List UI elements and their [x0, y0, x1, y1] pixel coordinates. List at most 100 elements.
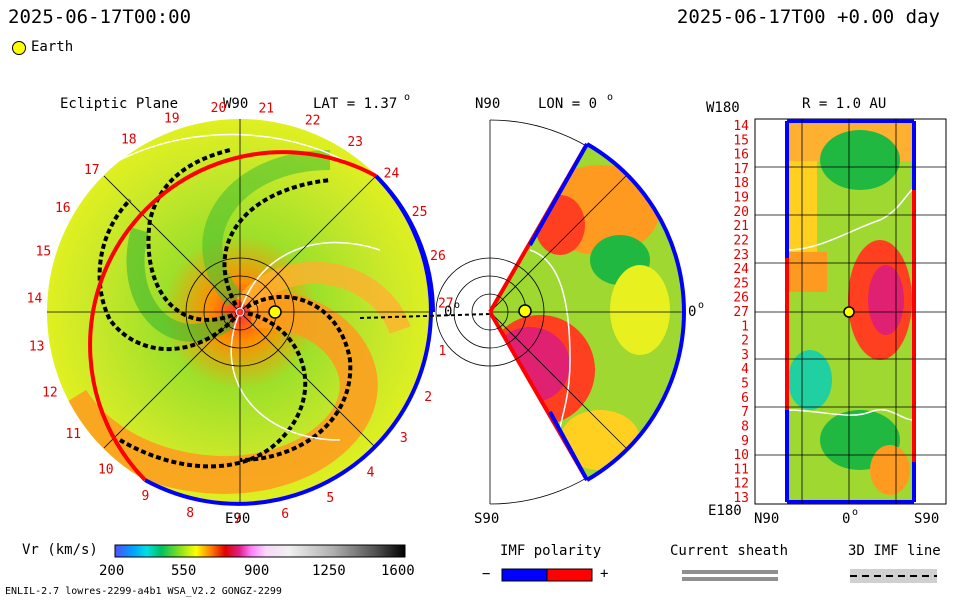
carrington-label: 17	[84, 163, 100, 178]
carrington-label: 1	[438, 344, 446, 359]
rsphere-y-label: 21	[733, 219, 749, 234]
carrington-label: 12	[42, 385, 58, 400]
rsphere-x-label-s90: S90	[914, 511, 940, 527]
carrington-label: 23	[347, 135, 363, 150]
rsphere-y-label: 3	[741, 348, 749, 363]
lon-degree-mark: o	[607, 92, 614, 103]
rsphere-y-labels: 1415161718192021222324252627123456789101…	[733, 119, 749, 506]
rsphere-zero-degree-mark: o	[852, 507, 859, 518]
rsphere-y-label: 19	[733, 191, 749, 206]
carrington-labels: 20 21222324252627123456789101112131415161…	[27, 101, 454, 527]
rsphere-y-label: 6	[741, 391, 749, 406]
carrington-label: 10	[98, 462, 114, 477]
rsphere-x-label-0: 0	[842, 511, 851, 527]
ecliptic-top-label: W90	[223, 96, 249, 112]
imf-line-swatch	[850, 569, 937, 583]
rsphere-y-label: 12	[733, 477, 749, 492]
carrington-label: 15	[36, 245, 52, 260]
rsphere-y-label: 1	[741, 319, 749, 334]
model-info: ENLIL-2.7 lowres-2299-a4b1 WSA_V2.2 GONG…	[5, 586, 282, 597]
colorbar-tick-900: 900	[244, 563, 270, 579]
rsphere-y-label: 17	[733, 162, 749, 177]
imf-polarity-title: IMF polarity	[500, 543, 602, 559]
lat-label: LAT = 1.37	[313, 96, 398, 112]
carrington-label: 5	[326, 491, 334, 506]
timestamp-left: 2025-06-17T00:00	[8, 6, 192, 28]
carrington-label: 2	[424, 390, 432, 405]
meridional-zero-degree-mark: o	[698, 300, 705, 311]
carrington-label: 25	[412, 205, 428, 220]
rsphere-y-label: 23	[733, 248, 749, 263]
rsphere-y-label: 14	[733, 119, 749, 134]
carrington-label: 14	[27, 292, 43, 307]
timestamp-right: 2025-06-17T00 +0.00 day	[676, 6, 940, 28]
rsphere-y-label: 15	[733, 133, 749, 148]
carrington-label: 21	[258, 102, 274, 117]
carrington-label: 22	[305, 113, 321, 128]
imf-line-title: 3D IMF line	[848, 543, 941, 559]
rsphere-plot	[754, 118, 947, 505]
rsphere-bottom-label: E180	[708, 503, 742, 519]
carrington-label: 8	[186, 506, 194, 521]
rsphere-y-label: 26	[733, 291, 749, 306]
lat-degree-mark: o	[404, 92, 411, 103]
rsphere-y-label: 10	[733, 448, 749, 463]
meridional-plane-plot	[435, 119, 686, 505]
vr-colorbar	[114, 544, 406, 558]
rsphere-y-label: 25	[733, 276, 749, 291]
carrington-label: 27	[438, 296, 454, 311]
current-sheath-title: Current sheath	[670, 543, 789, 559]
rsphere-y-label: 2	[741, 334, 749, 349]
carrington-label: 24	[384, 166, 400, 181]
imf-polarity-negative-swatch	[501, 568, 548, 582]
carrington-label: 18	[121, 133, 137, 148]
rsphere-y-label: 22	[733, 234, 749, 249]
carrington-label: 9	[141, 489, 149, 504]
carrington-label: 11	[65, 427, 81, 442]
rsphere-y-label: 24	[733, 262, 749, 277]
rsphere-top-label: W180	[706, 100, 740, 116]
carrington-label: 6	[281, 507, 289, 522]
colorbar-tick-200: 200	[99, 563, 125, 579]
imf-polarity-positive-swatch	[546, 568, 593, 582]
rsphere-y-label: 20	[733, 205, 749, 220]
earth-marker-icon	[12, 41, 26, 55]
carrington-label: 13	[29, 339, 45, 354]
imf-polarity-minus: −	[482, 566, 491, 582]
carrington-label: 26	[430, 249, 446, 264]
rsphere-y-label: 18	[733, 176, 749, 191]
imf-polarity-plus: +	[600, 566, 609, 582]
earth-legend-label: Earth	[31, 39, 74, 55]
carrington-label: 16	[55, 201, 71, 216]
carrington-label: 20	[211, 101, 227, 116]
lon-label: LON = 0	[538, 96, 598, 112]
carrington-label: 3	[400, 431, 408, 446]
carrington-label: 19	[164, 112, 180, 127]
ecliptic-plane-plot	[47, 119, 435, 506]
colorbar-tick-1600: 1600	[381, 563, 415, 579]
r-label: R = 1.0 AU	[802, 96, 887, 112]
rsphere-y-label: 9	[741, 434, 749, 449]
colorbar-tick-1250: 1250	[312, 563, 346, 579]
meridional-bottom-label: S90	[474, 511, 500, 527]
rsphere-y-label: 4	[741, 362, 749, 377]
carrington-label: 7	[234, 512, 242, 527]
meridional-zero-label: 0	[688, 304, 697, 320]
colorbar-tick-550: 550	[171, 563, 197, 579]
ecliptic-zero-degree-mark: o	[454, 300, 461, 311]
current-sheath-swatch	[682, 570, 778, 581]
carrington-label: 4	[367, 465, 375, 480]
ecliptic-bottom-label: E90	[225, 511, 251, 527]
rsphere-y-label: 13	[733, 491, 749, 506]
ecliptic-zero-label: 0	[444, 304, 453, 320]
rsphere-y-label: 8	[741, 420, 749, 435]
rsphere-x-label-n90: N90	[754, 511, 780, 527]
rsphere-y-label: 5	[741, 377, 749, 392]
rsphere-y-label: 11	[733, 462, 749, 477]
rsphere-y-label: 7	[741, 405, 749, 420]
rsphere-y-label: 16	[733, 148, 749, 163]
ecliptic-title: Ecliptic Plane	[60, 96, 179, 112]
rsphere-y-label: 27	[733, 305, 749, 320]
colorbar-label: Vr (km/s)	[22, 542, 98, 558]
